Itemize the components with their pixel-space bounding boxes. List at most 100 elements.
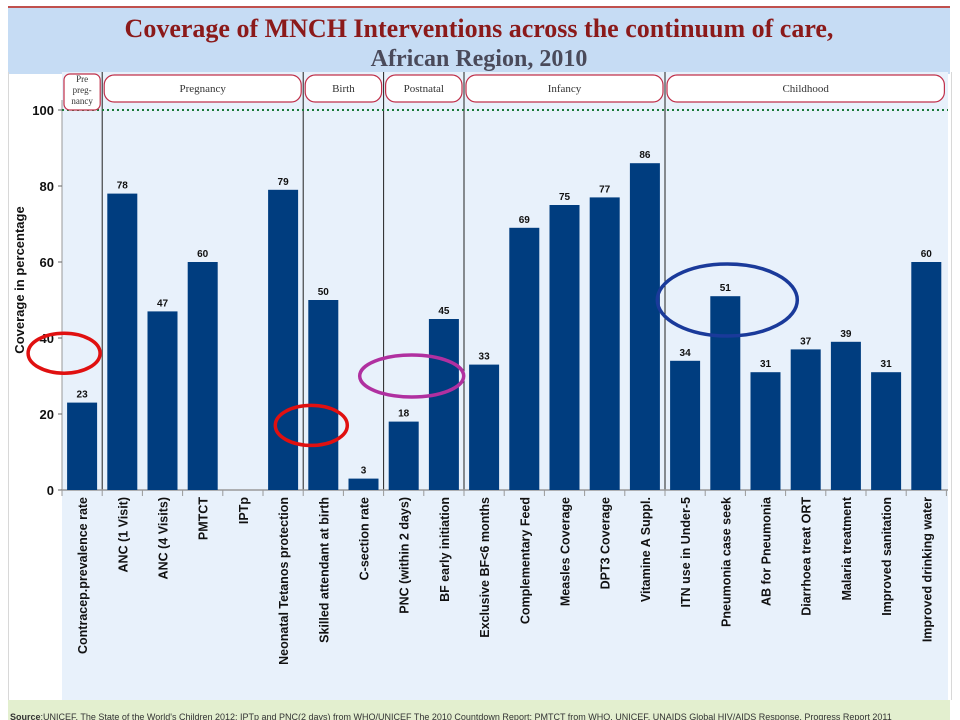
category-label: C-section rate — [358, 497, 372, 580]
stage-text: nancy — [71, 96, 93, 106]
category-label: Measles Coverage — [559, 497, 573, 606]
bar-value-label: 50 — [318, 287, 330, 298]
highlight-circle — [655, 262, 800, 338]
y-tick-label: 0 — [47, 483, 54, 498]
category-labels: Contracep.prevalence rate ANC (1 Visit) AN… — [76, 496, 934, 665]
bar — [750, 372, 781, 490]
category-label: Improved drinking water — [920, 497, 934, 642]
bar — [871, 372, 902, 490]
bar — [710, 296, 741, 490]
source-text: :UNICEF, The State of the World's Childr… — [40, 712, 892, 720]
highlight-circles — [26, 262, 800, 448]
stage-text: Pre — [76, 74, 88, 84]
bar-value-label: 33 — [479, 352, 491, 363]
bar-value-label: 86 — [639, 150, 651, 161]
bar — [348, 478, 379, 490]
bar — [629, 163, 660, 490]
stage-text: preg- — [73, 85, 92, 95]
bar-value-label: 31 — [760, 359, 772, 370]
stage-box — [385, 74, 463, 103]
bar — [911, 262, 942, 490]
bar — [428, 319, 459, 490]
stage-box — [103, 74, 302, 103]
bar-value-label: 60 — [921, 249, 933, 260]
category-label: PMTCT — [197, 497, 211, 540]
bar — [268, 189, 299, 491]
category-label: BF early initiation — [438, 497, 452, 602]
bar-value-label: 23 — [77, 390, 89, 401]
bar — [830, 341, 861, 490]
stage-label: Infancy — [465, 74, 664, 103]
category-label: Neonatal Tetanos protection — [277, 497, 291, 665]
bar-value-label: 31 — [881, 359, 893, 370]
bar — [187, 262, 218, 490]
category-label: Pneumonia case seek — [719, 497, 733, 627]
category-label: Malaria treatment — [840, 496, 854, 600]
bar-value-label: 18 — [398, 409, 410, 420]
source-footer: Source:UNICEF, The State of the World's … — [8, 700, 950, 720]
bar — [670, 360, 701, 490]
bar — [509, 227, 540, 491]
chart-title-line2: African Region, 2010 — [370, 46, 588, 72]
stage-box — [304, 74, 383, 103]
bar — [147, 311, 178, 490]
stage-label: Postnatal — [385, 74, 463, 103]
category-label: DPT3 Coverage — [599, 497, 613, 589]
chart-title-line1: Coverage of MNCH Interventions across th… — [124, 14, 834, 43]
category-label: ANC (4 Visits) — [157, 497, 171, 579]
category-label: Diarrhoea treat ORT — [800, 497, 814, 616]
bar — [790, 349, 821, 490]
page-frame — [8, 72, 952, 700]
bar — [469, 364, 500, 490]
bar-value-label: 78 — [117, 181, 129, 192]
category-label: Exclusive BF<6 months — [478, 497, 492, 638]
bar — [589, 197, 620, 490]
bar — [67, 402, 98, 490]
bar — [308, 300, 339, 490]
stage-text: Postnatal — [404, 83, 444, 95]
category-label: PNC (within 2 days) — [398, 497, 412, 614]
bar — [549, 205, 580, 490]
bar-value-label: 34 — [680, 348, 692, 359]
bar-value-label: 75 — [559, 192, 571, 203]
stage-label: Birth — [304, 74, 383, 103]
category-label: Complementary Feed — [518, 497, 532, 624]
highlight-circle — [273, 403, 350, 448]
bar-value-label: 79 — [278, 177, 290, 188]
stage-label: Pregnancy — [103, 74, 302, 103]
category-label: Improved sanitation — [880, 497, 894, 616]
bar-value-label: 77 — [599, 184, 611, 195]
stage-box — [666, 74, 945, 103]
bar — [107, 193, 138, 490]
stage-box — [465, 74, 664, 103]
y-tick-label: 80 — [40, 179, 54, 194]
y-tick-label: 100 — [32, 103, 54, 118]
stage-text: Infancy — [548, 83, 582, 95]
bar-value-label: 3 — [361, 466, 367, 477]
bar-value-label: 47 — [157, 298, 169, 309]
bar-value-label: 60 — [197, 249, 209, 260]
category-label: AB for Pneumonia — [760, 496, 774, 606]
category-label: Skilled attendant at birth — [317, 497, 331, 643]
stage-text: Childhood — [782, 83, 829, 95]
stage-text: Birth — [332, 83, 355, 95]
bar-value-label: 51 — [720, 283, 732, 294]
bar-series: 23 78 47 60 79 50 3 18 45 33 69 75 77 86 34 51 31 37 39 31 6… — [67, 150, 942, 491]
bar-value-label: 37 — [800, 336, 812, 347]
source-label: Source — [10, 712, 41, 720]
highlight-circle — [26, 331, 102, 375]
y-tick-label: 20 — [40, 407, 54, 422]
category-label: ANC (1 Visit) — [116, 497, 130, 572]
y-axis-label: Coverage in percentage — [12, 206, 27, 353]
category-label: IPTp — [237, 497, 251, 524]
highlight-circle — [357, 353, 466, 399]
stage-text: Pregnancy — [179, 83, 226, 95]
stage-box — [63, 73, 101, 111]
stage-label: Childhood — [666, 74, 945, 103]
title-band: Coverage of MNCH Interventions across th… — [8, 6, 950, 74]
bar-value-label: 45 — [438, 306, 450, 317]
category-label: Vitamine A Suppl. — [639, 497, 653, 602]
bar — [388, 421, 419, 490]
